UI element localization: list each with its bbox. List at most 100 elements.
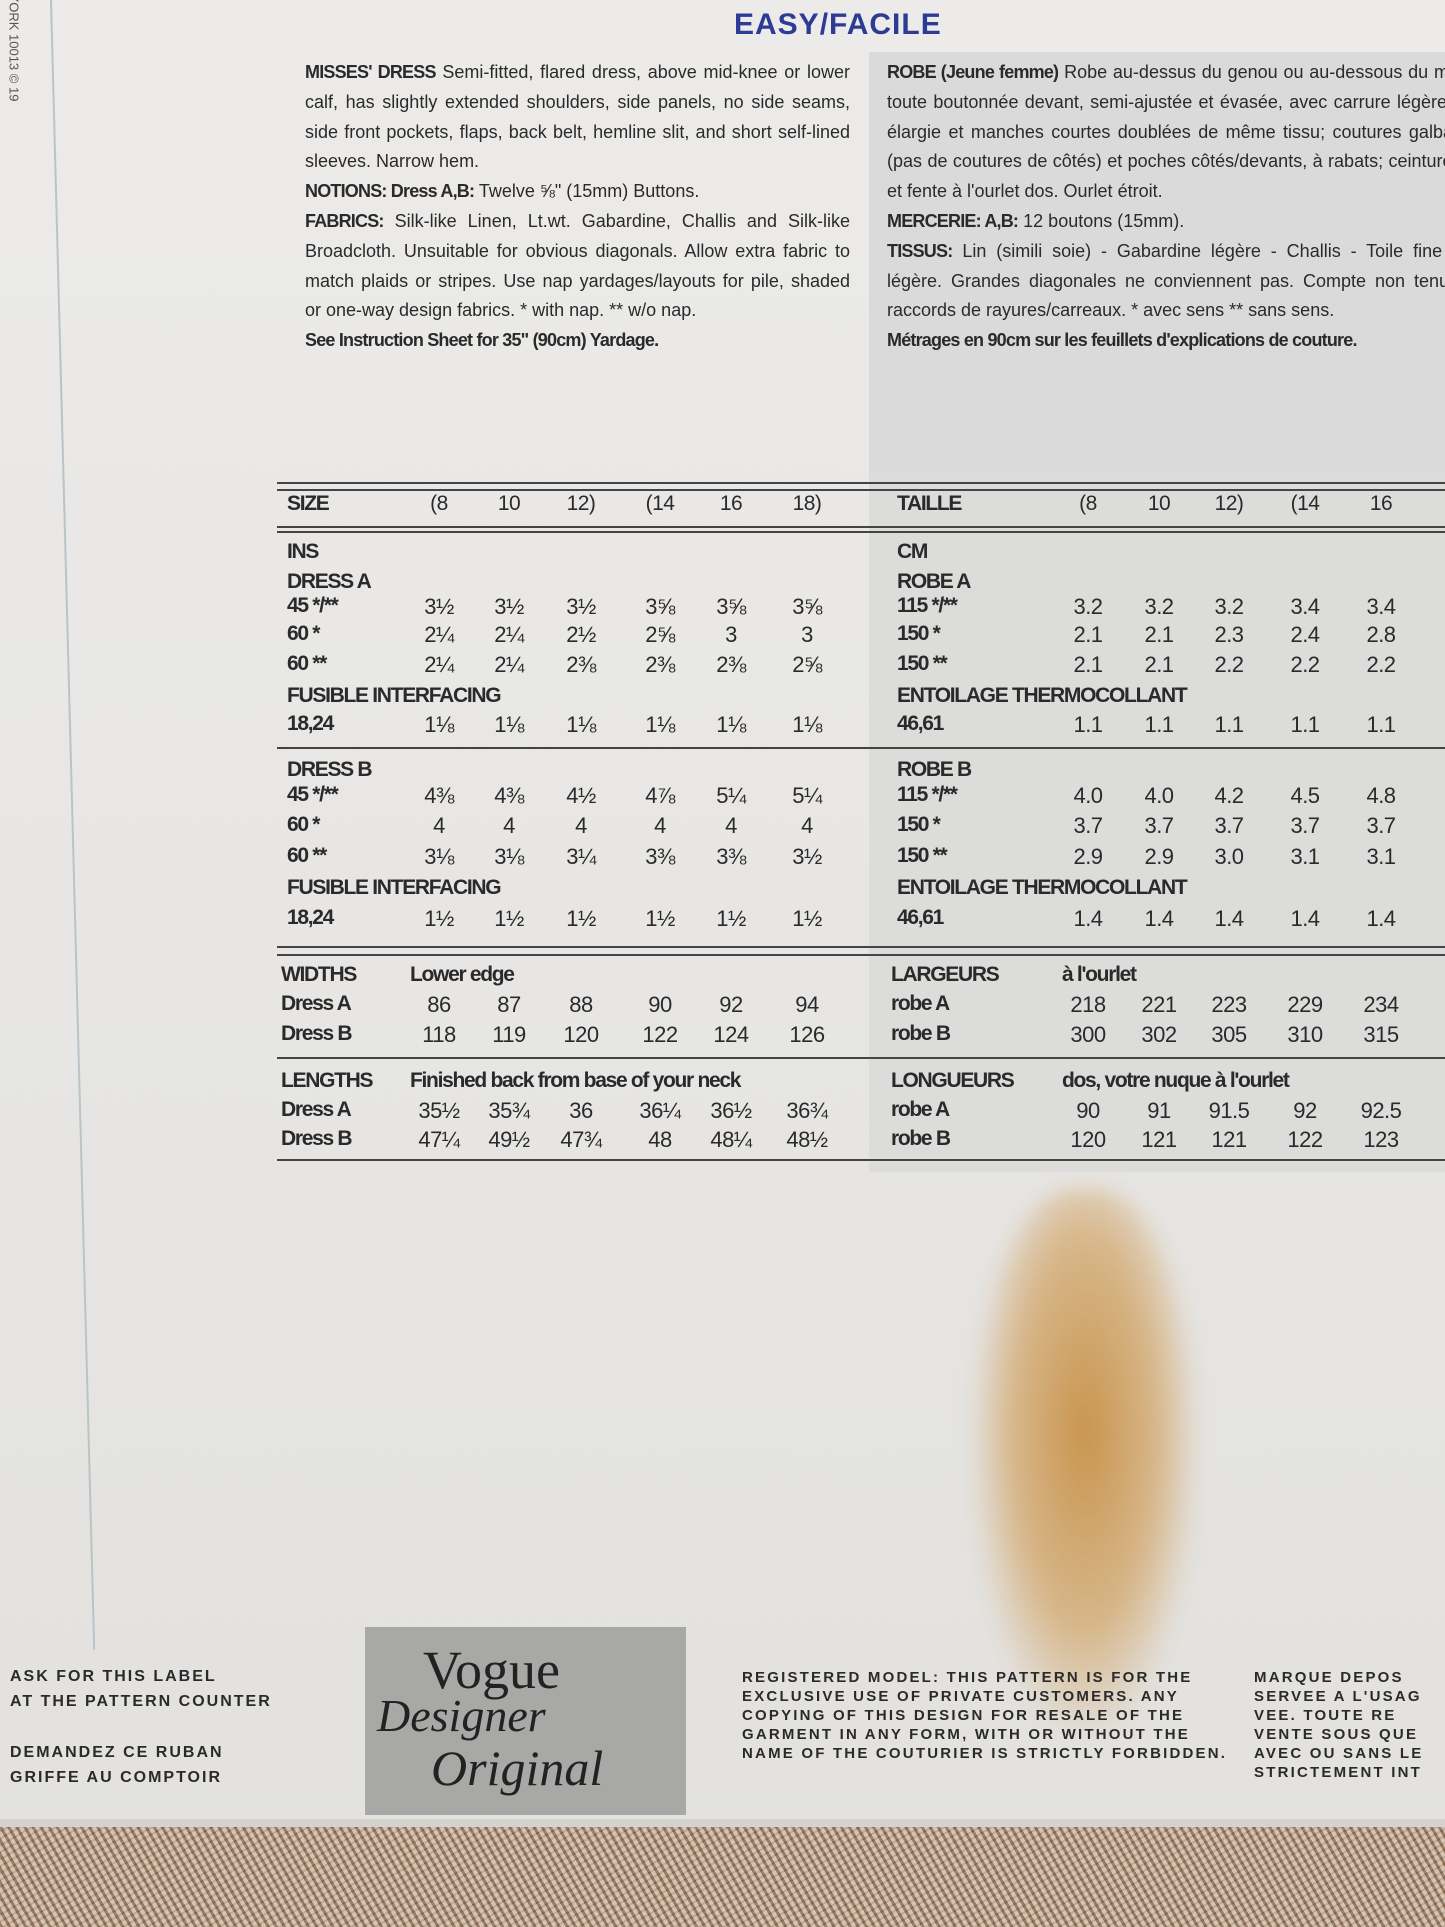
table-cell: 1⅛: [792, 712, 822, 737]
notice-line: VENTE SOUS QUE: [1254, 1726, 1419, 1743]
logo-vogue: Vogue: [423, 1640, 561, 1700]
table-cell: 3⅜: [645, 844, 675, 869]
table-cell: 4½: [566, 783, 596, 808]
ask-line: DEMANDEZ CE RUBAN: [10, 1744, 224, 1761]
table-cell: 90: [648, 992, 672, 1017]
table-cell: 36¾: [786, 1098, 828, 1123]
table-cell: 3⅛: [424, 844, 454, 869]
table-cell: 3⅝: [645, 594, 675, 619]
size-header: (14: [1290, 492, 1320, 515]
table-cell: 3.4: [1290, 594, 1320, 619]
table-cell: 3.7: [1366, 813, 1396, 838]
table-cell: 2½: [566, 622, 596, 647]
table-cell: 2¼: [424, 652, 454, 677]
table-cell: 2.4: [1290, 622, 1320, 647]
table-cell: 1.1: [1214, 712, 1244, 737]
table-cell: 126: [789, 1022, 825, 1047]
table-cell: 3.4: [1366, 594, 1396, 619]
ask-label-french: DEMANDEZ CE RUBAN GRIFFE AU COMPTOIR: [10, 1740, 224, 1790]
table-cell: 310: [1287, 1022, 1323, 1047]
table-cell: 3.2: [1073, 594, 1103, 619]
table-row-label: robe A: [891, 992, 950, 1015]
table-cell: 120: [563, 1022, 599, 1047]
table-rule: [277, 1159, 869, 1161]
logo-original: Original: [431, 1740, 604, 1796]
table-cell: 36½: [710, 1098, 752, 1123]
table-rule: [869, 1057, 1445, 1059]
table-cell: 2¼: [494, 622, 524, 647]
yardage-note-fr: Métrages en 90cm sur les feuillets d'exp…: [887, 330, 1357, 351]
table-rule: [277, 747, 869, 749]
size-header: 10: [1147, 492, 1171, 515]
table-cell: 4: [575, 813, 587, 838]
table-cell: 315: [1363, 1022, 1399, 1047]
french-shaded-panel: [869, 52, 1445, 472]
table-cell: 5¼: [792, 783, 822, 808]
table-cell: 36¼: [639, 1098, 681, 1123]
registered-notice-english: REGISTERED MODEL: THIS PATTERN IS FOR TH…: [742, 1669, 1228, 1762]
table-cell: 2.8: [1366, 622, 1396, 647]
table-row-label: LENGTHS: [281, 1069, 374, 1092]
table-cell: 302: [1141, 1022, 1177, 1047]
table-cell: 1.1: [1144, 712, 1174, 737]
table-cell: 2.2: [1366, 652, 1396, 677]
notions-text-fr: 12 boutons (15mm).: [1023, 210, 1185, 231]
notice-line: AVEC OU SANS LE: [1254, 1745, 1424, 1762]
table-rule: [277, 531, 869, 533]
table-row-label: LARGEURS: [891, 963, 1000, 986]
table-cell: 124: [713, 1022, 749, 1047]
notions-text: Twelve ⅝" (15mm) Buttons.: [478, 181, 700, 202]
ask-line: GRIFFE AU COMPTOIR: [10, 1769, 222, 1786]
notice-line: VEE. TOUTE RE: [1254, 1707, 1397, 1724]
table-cell: 218: [1070, 992, 1106, 1017]
side-print-text: YORK 10013 © 19: [6, 0, 22, 102]
table-cell: 300: [1070, 1022, 1106, 1047]
ask-line: ASK FOR THIS LABEL: [10, 1668, 217, 1685]
table-cell: 2⅜: [645, 652, 675, 677]
table-cell: 2.2: [1214, 652, 1244, 677]
table-cell: 229: [1287, 992, 1323, 1017]
table-cell: 2⅜: [566, 652, 596, 677]
table-cell: 1.1: [1073, 712, 1103, 737]
table-row-label: 150 **: [897, 844, 948, 867]
table-cell: 4.0: [1073, 783, 1103, 808]
table-cell: 5¼: [716, 783, 746, 808]
table-cell: 234: [1363, 992, 1399, 1017]
description-french: ROBE (Jeune femme) Robe au-dessus du gen…: [887, 58, 1445, 356]
table-row-label: 150 *: [897, 622, 941, 645]
table-cell: 2⅝: [645, 622, 675, 647]
table-cell: 48¼: [710, 1127, 752, 1152]
table-cell: 49½: [488, 1127, 530, 1152]
table-cell: 4.5: [1290, 783, 1320, 808]
table-cell: 119: [492, 1022, 526, 1047]
table-row-label: 60 **: [287, 652, 327, 675]
table-cell: 3.2: [1144, 594, 1174, 619]
table-row-label: ROBE B: [897, 758, 972, 781]
table-cell: 2¼: [424, 622, 454, 647]
table-cell: 4.8: [1366, 783, 1396, 808]
table-cell: 122: [1287, 1127, 1323, 1152]
table-cell: 122: [642, 1022, 678, 1047]
table-cell: 4: [725, 813, 737, 838]
table-row-label: Dress A: [281, 1098, 352, 1121]
table-cell: 90: [1076, 1098, 1100, 1123]
table-row-subtitle: dos, votre nuque à l'ourlet: [1062, 1069, 1290, 1092]
table-cell: 1⅛: [716, 712, 746, 737]
table-cell: 2.1: [1144, 622, 1174, 647]
table-cell: 305: [1211, 1022, 1247, 1047]
desc-heading: MISSES' DRESS: [305, 62, 436, 82]
table-cell: 3.2: [1214, 594, 1244, 619]
table-row-label: 60 *: [287, 622, 320, 645]
table-rule: [277, 482, 869, 484]
yardage-note: See Instruction Sheet for 35" (90cm) Yar…: [305, 330, 659, 351]
notions-label-fr: MERCERIE: A,B:: [887, 210, 1019, 231]
paper-edge: [0, 1819, 1445, 1827]
table-cell: 121: [1141, 1127, 1177, 1152]
table-cell: 3½: [566, 594, 596, 619]
table-cell: 4.2: [1214, 783, 1244, 808]
table-cell: 48½: [786, 1127, 828, 1152]
table-row-label: 18,24: [287, 906, 334, 929]
table-cell: 120: [1070, 1127, 1106, 1152]
table-cell: 1.1: [1290, 712, 1320, 737]
table-rule: [869, 1159, 1445, 1161]
